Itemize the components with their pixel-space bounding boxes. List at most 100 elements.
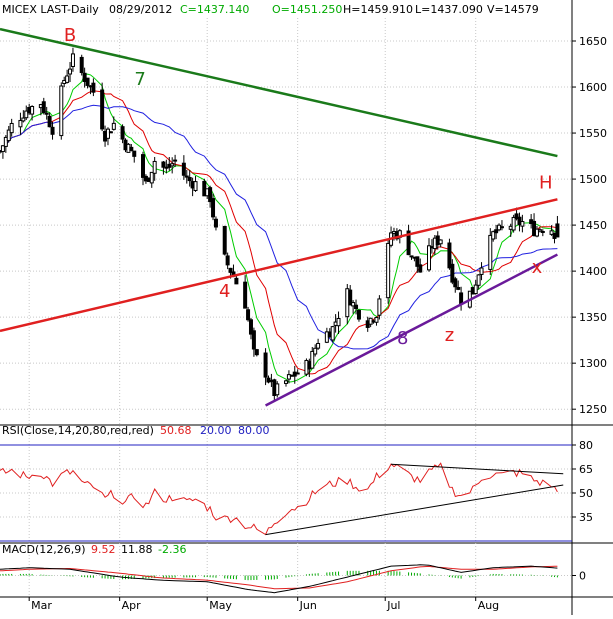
candle-body	[427, 245, 431, 271]
price-panel: B 7 4 8 z Hx	[0, 25, 560, 407]
candle-body	[356, 309, 361, 320]
candle-body	[141, 154, 145, 178]
candle-body	[254, 349, 259, 356]
candle-body	[120, 126, 125, 140]
candle-body	[18, 119, 23, 128]
candle-body	[132, 150, 137, 157]
candle-body	[111, 122, 116, 130]
candle-body	[65, 75, 70, 83]
candle-body	[47, 115, 52, 128]
trendline-7	[0, 27, 558, 158]
trendline-4	[0, 198, 558, 333]
candle-body	[70, 53, 75, 67]
price-tick-label: 1650	[579, 35, 607, 48]
x-tick-label: Jul	[386, 599, 400, 612]
candle-body	[286, 374, 291, 380]
annotation-7: 7	[134, 69, 145, 90]
candle-body	[348, 289, 353, 306]
candle-body	[476, 274, 481, 286]
candle-body	[105, 128, 110, 139]
axis-layer: Mar Apr May Jun Jul Aug 1250 1300 1350 1400 1450 15…	[28, 35, 607, 612]
moving-average-line	[0, 73, 558, 383]
chart-title: MICEX LAST-Daily	[2, 3, 99, 16]
candle-body	[149, 171, 154, 184]
candle-body	[491, 231, 496, 240]
price-tick-label: 1450	[579, 219, 607, 232]
candle-body	[263, 352, 268, 378]
rsi-tick-label: 35	[579, 511, 593, 524]
candle-body	[517, 216, 522, 226]
price-tick-label: 1500	[579, 173, 607, 186]
candle-body	[532, 220, 537, 237]
candle-body	[310, 350, 315, 369]
candle-body	[549, 230, 554, 235]
candle-body	[456, 287, 461, 290]
trendline-8	[264, 253, 558, 407]
macd-panel	[0, 564, 558, 594]
candle-body	[316, 342, 321, 349]
candle-body	[129, 146, 134, 151]
macd-value-1: 9.52	[91, 543, 116, 556]
candle-body	[459, 292, 464, 304]
candle-body	[30, 105, 35, 115]
candle-body	[450, 263, 455, 283]
candle-body	[494, 229, 499, 234]
candle-body	[479, 267, 484, 275]
annotation-H: H	[539, 172, 553, 193]
candle-body	[415, 256, 420, 267]
candle-body	[313, 347, 318, 355]
candle-body	[9, 122, 14, 134]
rsi-high-label: 80.00	[238, 424, 270, 437]
candle-body	[246, 309, 251, 321]
candle-body	[170, 163, 175, 167]
candle-body	[6, 129, 11, 142]
candle-body	[351, 302, 356, 307]
candle-body	[406, 230, 411, 256]
annotation-x: x	[532, 257, 543, 278]
candle-body	[514, 213, 519, 220]
candle-body	[21, 117, 26, 122]
candle-body	[44, 112, 49, 115]
macd-signal-line	[0, 565, 558, 590]
candle-body	[295, 372, 300, 375]
candle-body	[50, 126, 55, 135]
candle-body	[511, 216, 516, 231]
candle-body	[374, 317, 379, 323]
candle-body	[184, 175, 189, 178]
candle-body	[447, 242, 452, 269]
candle-body	[225, 255, 230, 266]
annotation-4: 4	[219, 281, 230, 302]
candle-body	[453, 278, 458, 288]
candle-body	[211, 198, 216, 218]
candle-body	[79, 56, 84, 74]
price-tick-label: 1600	[579, 81, 607, 94]
candle-body	[100, 89, 105, 130]
candle-body	[251, 330, 256, 350]
rsi-low-label: 20.00	[200, 424, 232, 437]
candle-body	[386, 242, 391, 299]
candle-body	[85, 77, 90, 86]
candle-body	[284, 380, 288, 384]
header-open: O=1451.250	[272, 3, 342, 16]
candle-body	[438, 239, 443, 245]
candle-body	[213, 218, 218, 228]
price-tick-label: 1400	[579, 265, 607, 278]
x-tick-label: May	[209, 599, 232, 612]
candle-body	[24, 110, 29, 119]
rsi-title: RSI(Close,14,20,80,red,red)	[2, 424, 154, 437]
header-low: L=1437.090	[415, 3, 483, 16]
price-tick-label: 1250	[579, 403, 607, 416]
candle-body	[181, 162, 186, 176]
candle-body	[234, 277, 239, 285]
candle-body	[275, 383, 280, 396]
candle-body	[418, 264, 423, 273]
candle-body	[228, 267, 233, 273]
candle-body	[91, 82, 96, 93]
candle-body	[499, 226, 504, 229]
moving-average-line	[0, 104, 558, 350]
rsi-value: 50.68	[160, 424, 192, 437]
rsi-tick-label: 80	[579, 439, 593, 452]
